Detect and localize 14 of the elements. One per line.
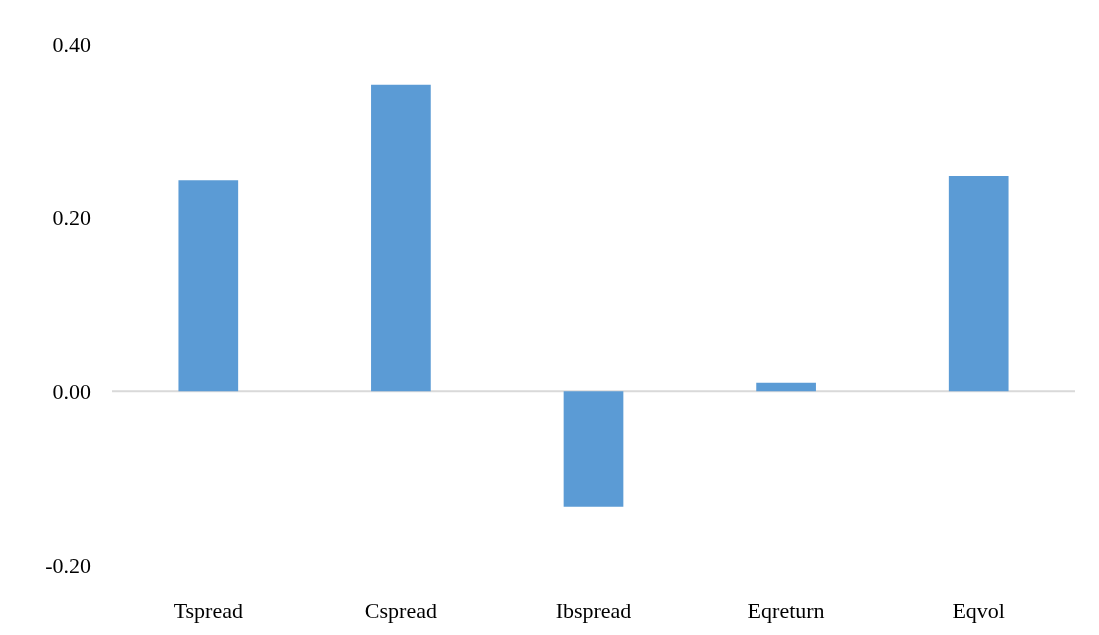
x-tick-label: Ibspread xyxy=(555,598,632,623)
x-tick-label: Cspread xyxy=(364,598,437,623)
y-tick-label: -0.20 xyxy=(45,552,91,578)
y-tick-label: 0.00 xyxy=(52,379,91,405)
x-tick-label: Eqreturn xyxy=(747,598,825,623)
y-tick-label: 0.40 xyxy=(52,31,91,57)
bar xyxy=(756,382,816,392)
x-tick-label: Tspread xyxy=(173,598,243,623)
bar xyxy=(371,84,431,392)
bar xyxy=(948,175,1009,392)
bar xyxy=(563,391,624,507)
bar xyxy=(178,180,239,392)
x-tick-label: Eqvol xyxy=(952,598,1005,623)
y-tick-label: 0.20 xyxy=(52,205,91,231)
